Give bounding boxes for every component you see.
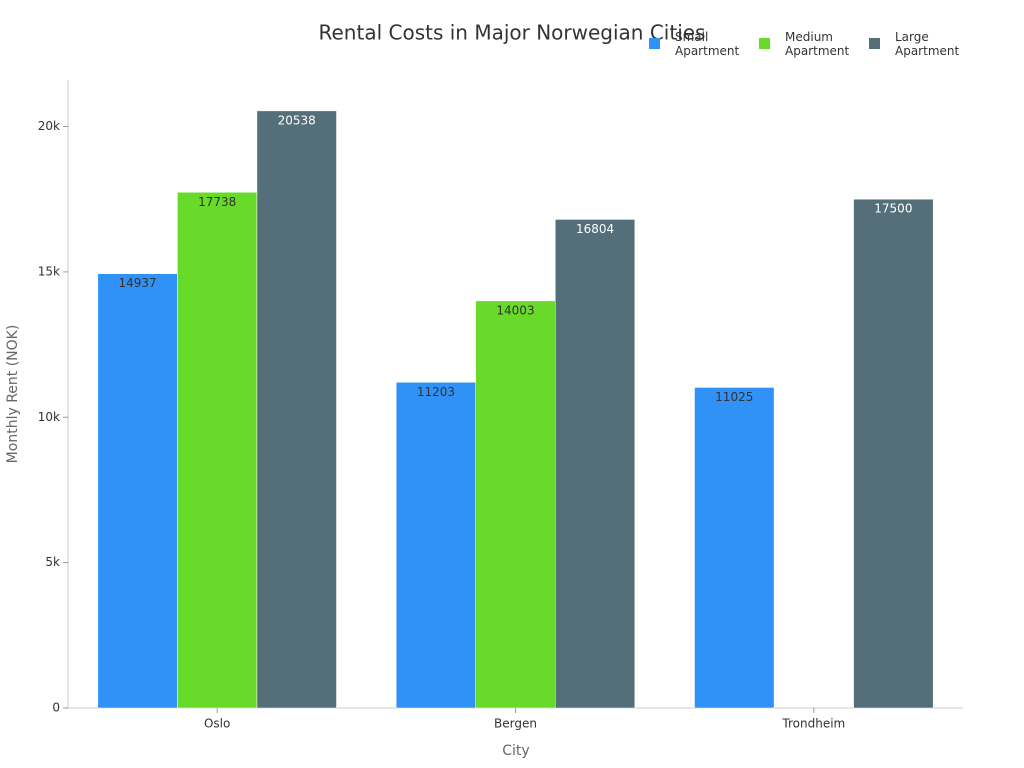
bar (694, 387, 775, 709)
value-label: 11203 (417, 385, 455, 399)
bar (475, 300, 556, 709)
y-tick-label: 10k (38, 410, 60, 424)
y-tick-label: 0 (52, 701, 60, 715)
y-tick-label: 5k (45, 555, 60, 569)
y-axis-title: Monthly Rent (NOK) (5, 325, 21, 464)
legend-swatch (649, 38, 660, 49)
legend-label: Large Apartment (895, 30, 960, 58)
x-axis-title: City (502, 743, 529, 759)
y-tick-label: 15k (38, 264, 60, 278)
legend-label: Medium Apartment (785, 30, 850, 58)
value-label: 11025 (715, 390, 753, 404)
x-tick-label: Bergen (494, 717, 537, 731)
bar (395, 382, 476, 709)
legend-swatch (869, 38, 880, 49)
x-tick-label: Oslo (204, 717, 230, 731)
value-label: 16804 (576, 222, 614, 236)
bar (256, 110, 337, 709)
legend-item: Small Apartment (645, 30, 739, 58)
chart-title: Rental Costs in Major Norwegian Cities (319, 21, 706, 45)
legend-label: Small Apartment (675, 30, 740, 58)
y-tick-label: 20k (38, 119, 60, 133)
bar (97, 273, 178, 709)
value-label: 14937 (119, 276, 157, 290)
value-label: 14003 (496, 303, 534, 317)
legend-swatch (759, 38, 770, 49)
value-label: 17500 (874, 202, 912, 216)
bar (853, 198, 934, 709)
bar (177, 192, 258, 709)
bar (555, 219, 636, 709)
value-label: 17738 (198, 195, 236, 209)
x-tick-label: Trondheim (781, 717, 845, 731)
legend-item: Large Apartment (865, 30, 959, 58)
value-label: 20538 (278, 113, 316, 127)
legend: Small Apartment Medium Apartment Large Apa… (645, 30, 959, 58)
legend-item: Medium Apartment (755, 30, 849, 58)
